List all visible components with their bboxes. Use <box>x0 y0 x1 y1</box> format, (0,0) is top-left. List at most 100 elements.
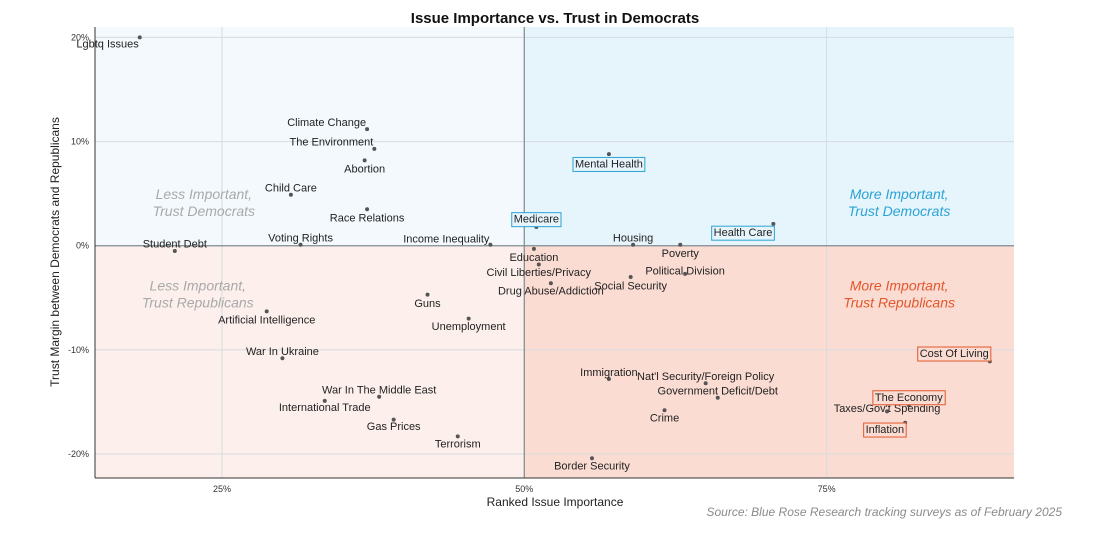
point-label: Artificial Intelligence <box>218 315 315 327</box>
point-label: Guns <box>414 298 441 310</box>
data-point <box>703 381 708 386</box>
point-label: Inflation <box>866 424 905 436</box>
data-point <box>715 395 720 400</box>
data-point <box>425 292 430 297</box>
point-label: Medicare <box>514 214 559 226</box>
quadrant-label-bottom-left: Less Important, <box>150 278 247 294</box>
y-tick-label: 10% <box>71 137 89 147</box>
point-label: International Trade <box>279 402 371 414</box>
data-point <box>288 192 293 197</box>
data-points <box>137 35 992 461</box>
point-label: The Economy <box>875 392 943 404</box>
data-point <box>466 316 471 321</box>
point-label: Abortion <box>344 164 385 176</box>
point-label: Voting Rights <box>268 232 333 244</box>
point-label: Nat'l Security/Foreign Policy <box>637 371 775 383</box>
point-label: Immigration <box>580 367 637 379</box>
point-label: Cost Of Living <box>920 348 989 360</box>
point-label-box <box>511 212 562 228</box>
data-point <box>264 309 269 314</box>
quadrant-label-top-right: More Important, <box>850 186 949 202</box>
data-point <box>589 456 594 461</box>
data-point <box>455 434 460 439</box>
data-point <box>488 242 493 247</box>
x-tick-label: 50% <box>515 484 533 494</box>
point-label: Climate Change <box>287 117 366 129</box>
quadrant-label-bottom-right: Trust Republicans <box>843 295 955 311</box>
point-label-box <box>863 422 907 438</box>
point-label: Poverty <box>662 248 700 260</box>
data-point <box>377 394 382 399</box>
point-label: Political Division <box>645 266 724 278</box>
quadrant-label-top-left: Trust Democrats <box>153 203 255 219</box>
point-label-box <box>572 156 646 172</box>
point-label: Lgbtq Issues <box>76 39 139 51</box>
quadrant-bg-bottom-right <box>524 245 1014 478</box>
y-axis-label: Trust Margin between Democrats and Repub… <box>48 117 62 387</box>
x-tick-label: 75% <box>818 484 836 494</box>
point-label: Terrorism <box>435 439 481 451</box>
quadrant-label-bottom-right: More Important, <box>850 278 949 294</box>
data-point <box>365 127 370 132</box>
point-label: War In Ukraine <box>246 346 319 358</box>
point-label: Drug Abuse/Addiction <box>498 286 604 298</box>
y-tick-label: -10% <box>68 345 89 355</box>
y-tick-label: 0% <box>76 241 89 251</box>
data-point <box>280 356 285 361</box>
point-label-box <box>872 390 946 406</box>
x-tick-label: 25% <box>213 484 231 494</box>
data-point <box>606 377 611 382</box>
data-point <box>606 152 611 157</box>
point-label: Race Relations <box>330 213 405 225</box>
point-label-box <box>711 225 775 241</box>
y-tick-label: 20% <box>71 32 89 42</box>
data-point <box>372 146 377 151</box>
point-label: Student Debt <box>143 239 207 251</box>
quadrant-bg-top-left <box>95 27 525 246</box>
quadrant-label-bottom-left: Trust Republicans <box>142 295 254 311</box>
data-point <box>628 274 633 279</box>
data-point <box>322 398 327 403</box>
data-point <box>678 242 683 247</box>
data-point <box>548 281 553 286</box>
data-point <box>631 242 636 247</box>
point-label: Social Security <box>594 280 667 292</box>
data-point <box>536 262 541 267</box>
quadrant-label-top-left: Less Important, <box>156 186 253 202</box>
point-label: Crime <box>650 413 679 425</box>
data-point <box>391 417 396 422</box>
data-point <box>362 158 367 163</box>
data-point <box>683 271 688 276</box>
point-label: Unemployment <box>432 321 506 333</box>
x-axis-label: Ranked Issue Importance <box>487 495 624 509</box>
data-point <box>298 242 303 247</box>
point-label: Child Care <box>265 182 317 194</box>
point-labels: Lgbtq Issues Climate Change The Environmen… <box>76 39 992 473</box>
point-label: Health Care <box>714 227 773 239</box>
point-label: Border Security <box>554 461 630 473</box>
point-label-box <box>917 346 992 362</box>
quadrant-label-top-right: Trust Democrats <box>848 203 950 219</box>
data-point <box>172 248 177 253</box>
data-point <box>137 35 142 40</box>
data-point <box>885 409 890 414</box>
point-label: Income Inequality <box>403 233 490 245</box>
data-point <box>531 246 536 251</box>
chart-title: Issue Importance vs. Trust in Democrats <box>411 10 699 27</box>
y-tick-label: -20% <box>68 449 89 459</box>
data-point <box>771 221 776 226</box>
point-label: Government Deficit/Debt <box>658 386 778 398</box>
data-point <box>365 207 370 212</box>
gridlines <box>95 27 1014 478</box>
source-note: Source: Blue Rose Research tracking surv… <box>706 505 1062 519</box>
point-label: Mental Health <box>575 158 643 170</box>
data-point <box>662 408 667 413</box>
point-label: Taxes/Gov't Spending <box>834 403 941 415</box>
point-label: Gas Prices <box>367 421 421 433</box>
point-label: War In The Middle East <box>322 384 436 396</box>
quadrant-bg-bottom-left <box>95 245 525 478</box>
point-label: Education <box>509 252 558 264</box>
quadrant-backgrounds <box>95 27 1014 478</box>
